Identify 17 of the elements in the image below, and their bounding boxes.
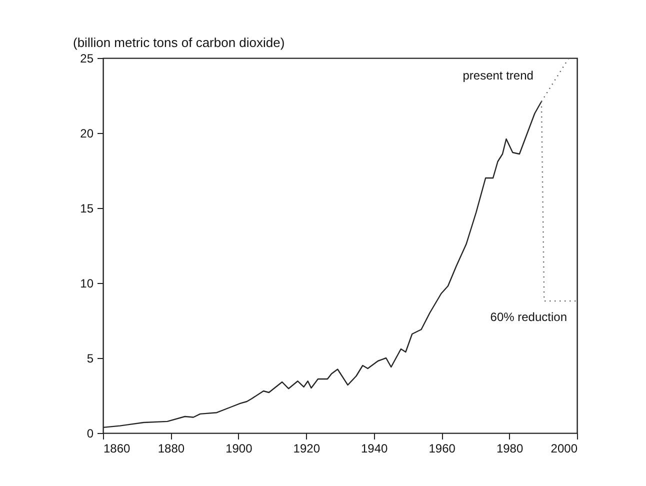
x-tick-label: 1860 — [104, 442, 131, 456]
x-tick-label: 2000 — [550, 442, 578, 456]
x-tick-label: 1980 — [496, 442, 524, 456]
x-tick-label: 1880 — [158, 442, 185, 456]
series-label: present trend — [462, 68, 534, 82]
y-tick-label: 20 — [80, 126, 94, 140]
x-tick-label: 1940 — [361, 442, 388, 456]
series-label: 60% reduction — [490, 310, 567, 324]
y-tick-label: 0 — [86, 426, 94, 440]
y-tick-label: 15 — [80, 202, 94, 216]
x-tick-label: 1960 — [428, 442, 456, 456]
x-tick-label: 1920 — [293, 442, 320, 456]
y-tick-label: 10 — [80, 276, 94, 290]
y-axis-title: (billion metric tons of carbon dioxide) — [73, 35, 285, 50]
x-tick-label: 1900 — [226, 442, 253, 456]
y-tick-label: 25 — [80, 52, 94, 66]
y-tick-label: 5 — [86, 352, 94, 366]
